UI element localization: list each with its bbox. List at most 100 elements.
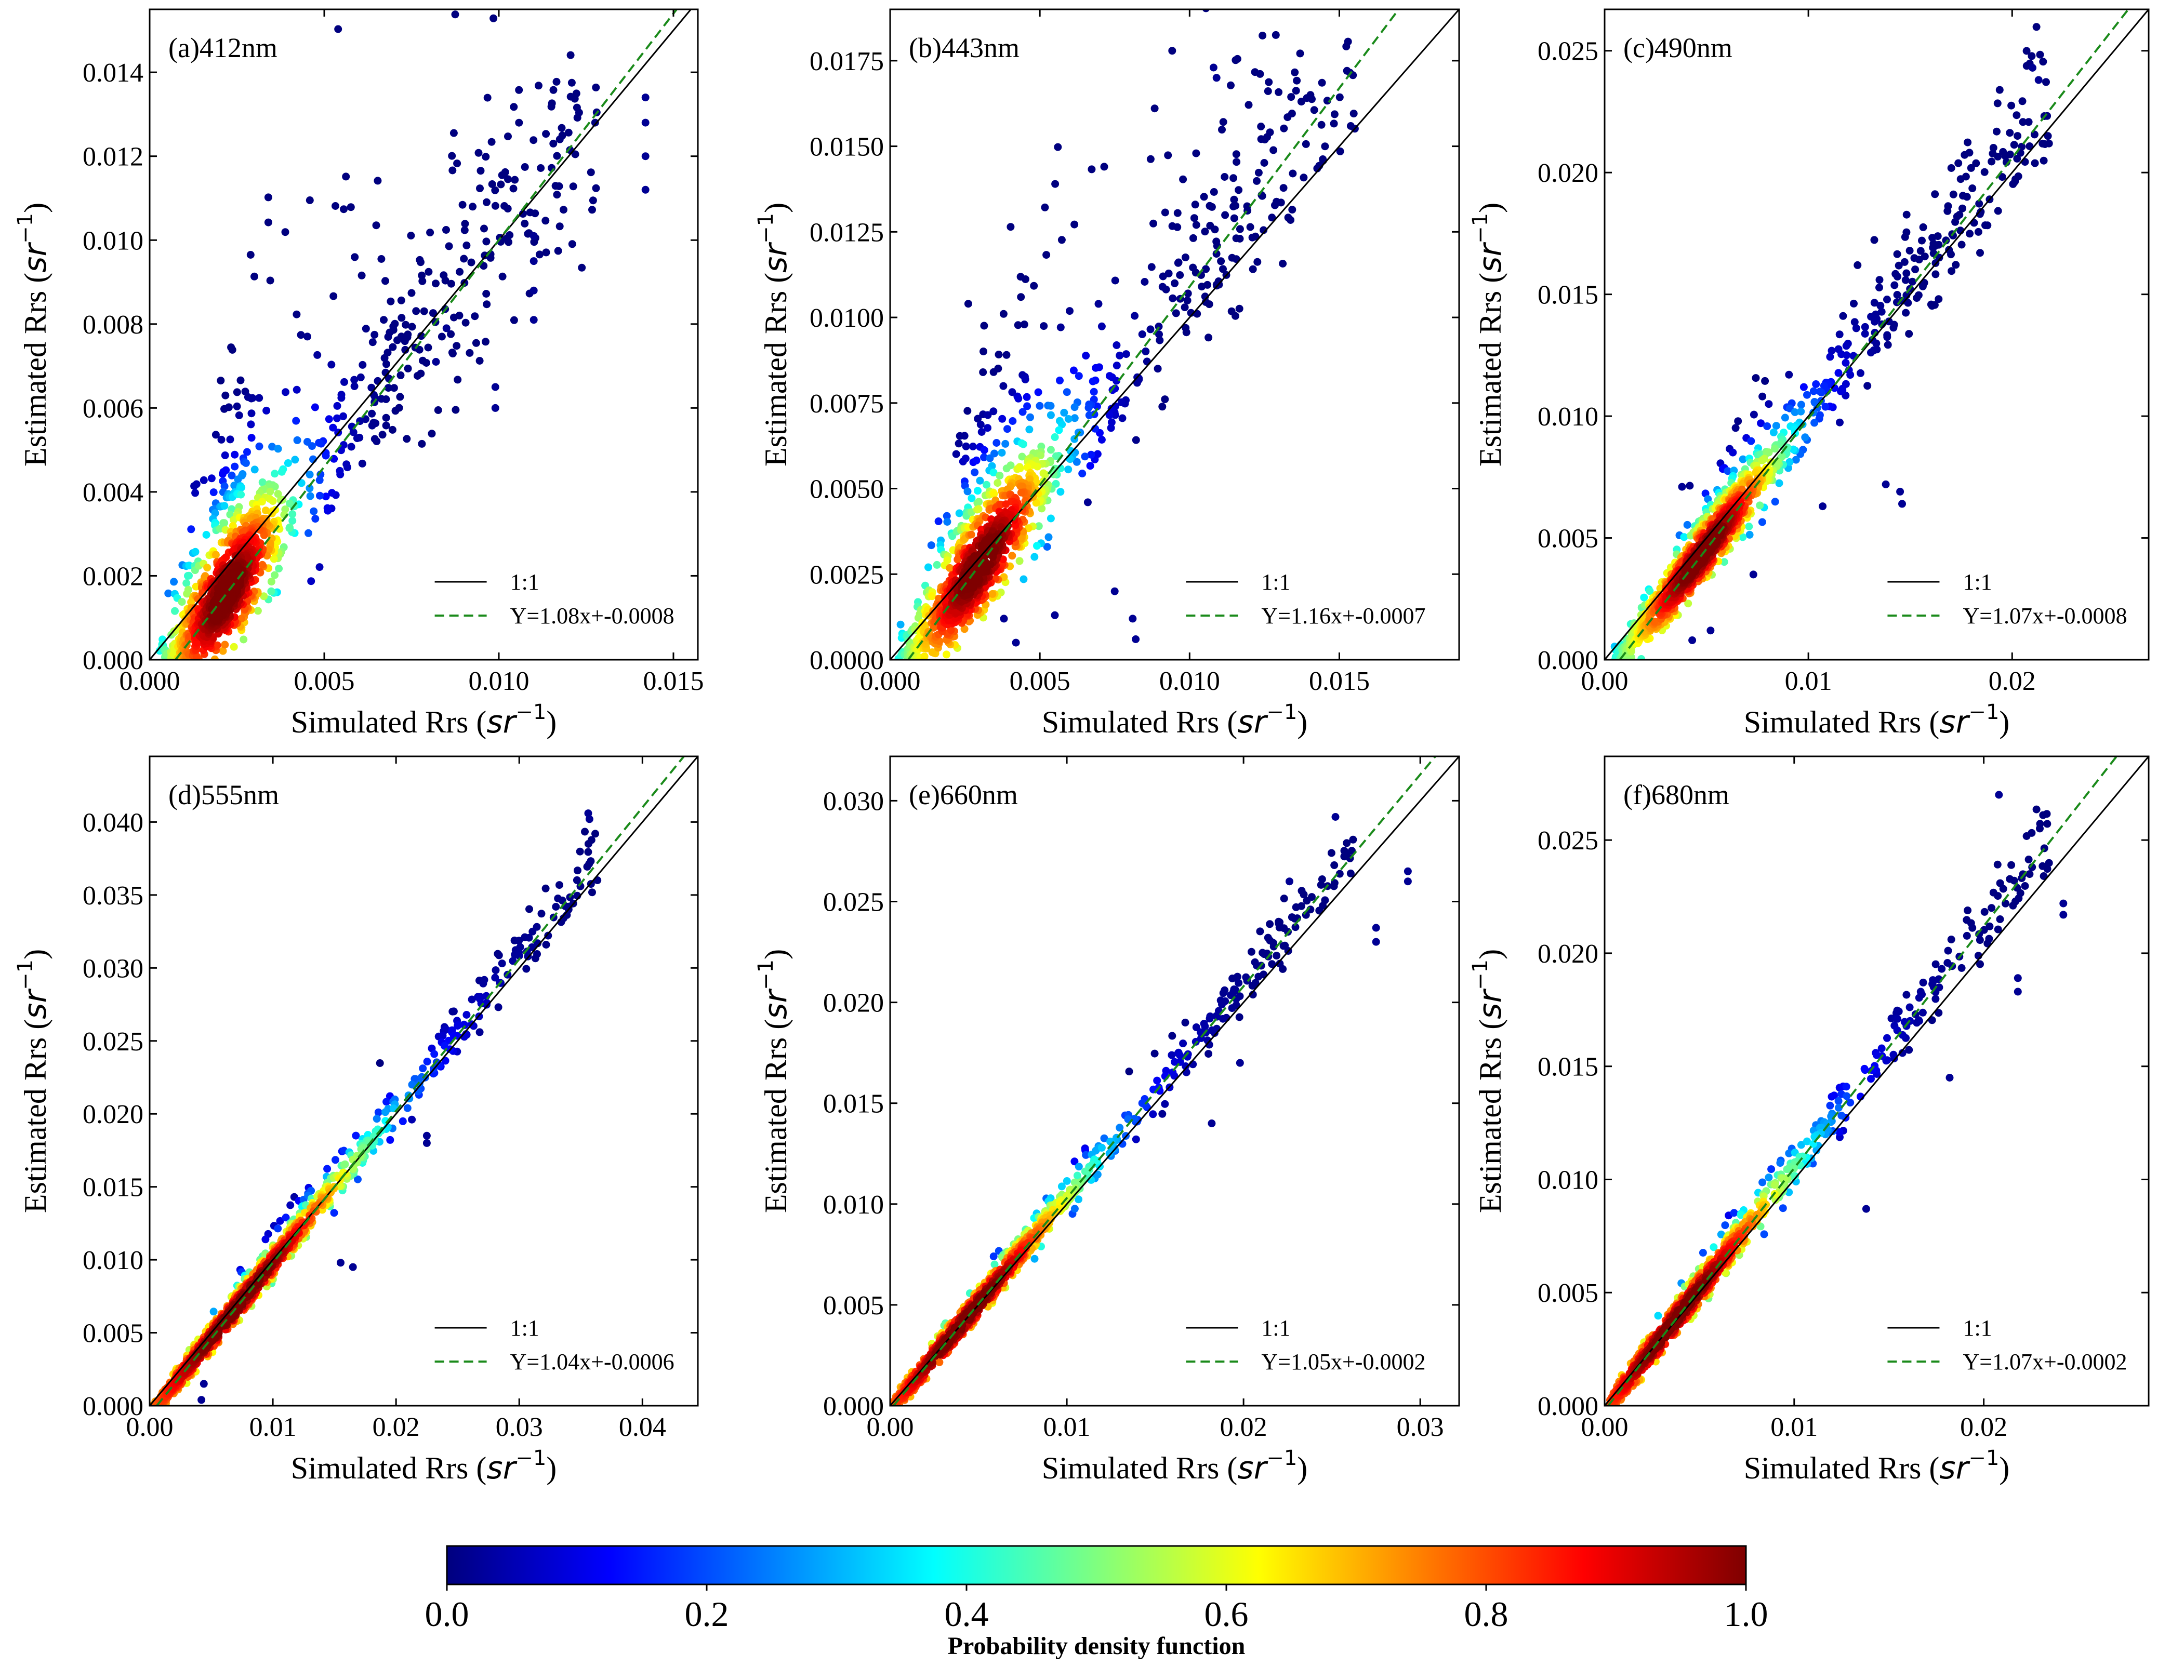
scatter-point xyxy=(440,271,448,279)
scatter-point xyxy=(998,415,1007,423)
scatter-point xyxy=(429,309,437,317)
scatter-point xyxy=(211,551,220,559)
scatter-point xyxy=(438,332,446,341)
scatter-point xyxy=(566,51,575,59)
scatter-point xyxy=(448,152,456,160)
scatter-point xyxy=(260,592,268,601)
y-tick-label: 0.004 xyxy=(83,478,143,508)
scatter-point xyxy=(1952,261,1960,269)
scatter-point xyxy=(1911,265,1920,274)
scatter-point xyxy=(498,272,507,281)
scatter-point xyxy=(1330,119,1338,128)
scatter-point xyxy=(377,255,386,263)
scatter-point xyxy=(404,364,412,372)
scatter-point xyxy=(185,571,193,580)
scatter-point xyxy=(315,476,324,484)
scatter-point xyxy=(1686,482,1694,490)
scatter-point xyxy=(483,300,491,309)
scatter-point xyxy=(954,555,962,564)
scatter-point xyxy=(1033,542,1041,550)
scatter-point xyxy=(1988,157,1996,166)
scatter-point xyxy=(373,1115,381,1123)
scatter-point xyxy=(1171,1058,1179,1066)
scatter-point xyxy=(414,372,421,380)
scatter-point xyxy=(240,635,248,644)
scatter-point xyxy=(358,271,366,279)
scatter-point xyxy=(1752,374,1760,382)
scatter-point xyxy=(2010,141,2018,149)
scatter-point xyxy=(1015,557,1024,565)
scatter-point xyxy=(1111,276,1119,285)
scatter-point xyxy=(1998,173,2006,181)
scatter-point xyxy=(246,251,255,259)
outlier-point xyxy=(1110,587,1119,595)
scatter-point xyxy=(943,518,951,526)
scatter-point xyxy=(509,184,518,193)
scatter-point xyxy=(1174,259,1182,267)
scatter-point xyxy=(402,321,410,329)
scatter-point xyxy=(1902,269,1911,277)
scatter-point xyxy=(1785,370,1793,379)
scatter-point xyxy=(1303,897,1311,905)
scatter-point xyxy=(2018,97,2027,105)
scatter-point xyxy=(1021,375,1029,383)
scatter-point xyxy=(288,510,297,518)
scatter-point xyxy=(419,356,427,365)
scatter-point xyxy=(274,490,282,498)
scatter-point xyxy=(224,403,233,411)
scatter-point xyxy=(1227,991,1235,999)
scatter-point xyxy=(1280,895,1288,903)
scatter-point xyxy=(521,219,529,228)
scatter-point xyxy=(236,376,245,384)
scatter-point xyxy=(1346,122,1355,130)
scatter-point xyxy=(1084,404,1093,412)
scatter-point xyxy=(336,466,344,475)
scatter-point xyxy=(1300,174,1308,182)
scatter-point xyxy=(374,177,382,185)
scatter-point xyxy=(1335,93,1344,101)
scatter-point xyxy=(222,466,230,474)
scatter-point xyxy=(243,448,251,456)
scatter-point xyxy=(420,307,428,315)
scatter-point xyxy=(530,136,538,144)
scatter-point xyxy=(2013,154,2021,163)
scatter-point xyxy=(461,318,470,327)
scatter-point xyxy=(322,492,330,501)
scatter-point xyxy=(393,336,401,344)
scatter-point xyxy=(1720,558,1728,566)
y-tick-label: 0.040 xyxy=(83,808,143,837)
scatter-point xyxy=(340,378,348,386)
scatter-point xyxy=(592,83,600,91)
scatter-point xyxy=(456,268,464,276)
scatter-point xyxy=(1022,275,1029,283)
scatter-point xyxy=(1155,323,1163,330)
scatter-point xyxy=(952,608,961,617)
scatter-point xyxy=(1204,334,1213,342)
outlier-point xyxy=(584,809,592,818)
scatter-point xyxy=(1875,276,1884,284)
scatter-point xyxy=(534,939,542,948)
scatter-point xyxy=(1030,282,1038,290)
scatter-point xyxy=(497,180,505,189)
scatter-point xyxy=(1254,972,1263,981)
scatter-point xyxy=(1202,9,1210,12)
scatter-point xyxy=(971,468,979,476)
scatter-point xyxy=(1837,387,1845,395)
one-to-one-line xyxy=(150,756,698,1406)
scatter-point xyxy=(264,218,272,226)
y-tick-label: 0.010 xyxy=(83,226,143,256)
scatter-point xyxy=(491,186,499,194)
scatter-point xyxy=(999,310,1008,318)
scatter-point xyxy=(1275,88,1283,96)
scatter-point xyxy=(1155,330,1163,339)
legend: 1:1Y=1.08x+-0.0008 xyxy=(434,569,674,629)
scatter-point xyxy=(370,435,379,443)
scatter-point xyxy=(573,876,581,884)
scatter-point xyxy=(554,247,562,255)
scatter-point xyxy=(1008,388,1016,396)
scatter-point xyxy=(1078,470,1087,477)
scatter-point xyxy=(1951,218,1960,226)
scatter-point xyxy=(311,515,320,523)
y-axis-label: Estimated Rrs (sr−1) xyxy=(754,203,794,466)
